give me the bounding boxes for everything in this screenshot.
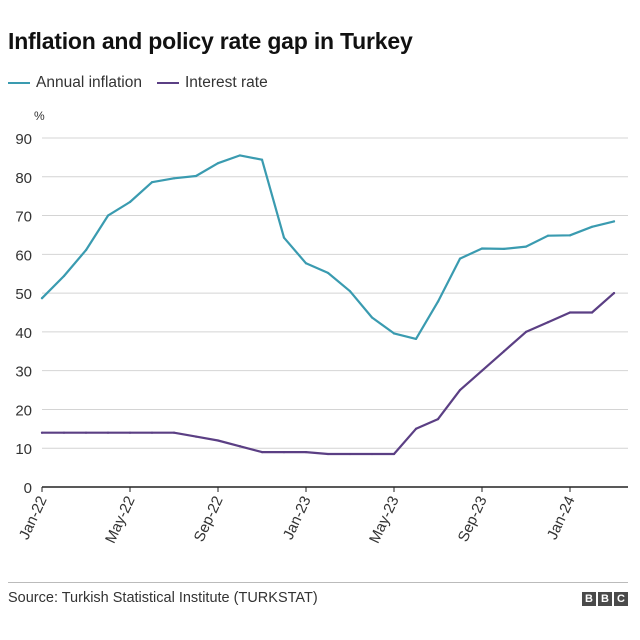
- data-point-interest: [62, 431, 66, 434]
- data-point-inflation: [172, 177, 176, 180]
- legend: Annual inflation Interest rate: [8, 74, 283, 92]
- series-line-interest-rate: [40, 292, 616, 456]
- y-tick-label: 20: [15, 402, 32, 419]
- data-point-interest: [414, 427, 418, 430]
- data-point-interest: [326, 452, 330, 456]
- data-point-inflation: [568, 234, 572, 237]
- y-tick-label: 0: [24, 480, 32, 497]
- bbc-logo-letter: B: [598, 592, 612, 606]
- x-tick-label: May-23: [366, 494, 403, 547]
- data-point-interest: [172, 431, 176, 434]
- y-tick-label: 70: [15, 209, 32, 226]
- data-point-interest: [502, 350, 506, 353]
- x-tick-label: Sep-23: [455, 494, 491, 545]
- y-tick-label: 80: [15, 170, 32, 187]
- series-line-annual-inflation: [40, 154, 616, 340]
- data-point-interest: [150, 431, 154, 434]
- data-point-interest: [304, 451, 308, 454]
- data-point-interest: [128, 431, 132, 434]
- data-point-interest: [524, 330, 528, 333]
- data-point-interest: [612, 292, 616, 295]
- y-tick-label: 90: [15, 131, 32, 148]
- chart-title: Inflation and policy rate gap in Turkey: [8, 28, 413, 54]
- source-note: Source: Turkish Statistical Institute (T…: [8, 590, 318, 606]
- legend-swatch-inflation: [8, 81, 30, 85]
- data-point-interest: [260, 451, 264, 454]
- data-point-inflation: [612, 220, 616, 223]
- legend-swatch-interest: [157, 81, 179, 85]
- y-tick-label: 10: [15, 441, 32, 458]
- line-chart: % 0 10 20 30 40 50 60 70 80 90 Jan-22 May-22 Sep-22 Ja…: [15, 109, 628, 547]
- y-tick-label: 40: [15, 325, 32, 342]
- data-point-interest: [40, 431, 44, 434]
- data-point-inflation: [480, 247, 484, 250]
- data-point-inflation: [106, 214, 110, 217]
- footer-divider: [8, 582, 628, 583]
- data-point-inflation: [62, 274, 66, 278]
- x-tick-label: Sep-22: [191, 494, 227, 545]
- data-point-inflation: [150, 181, 154, 184]
- data-point-interest: [392, 452, 396, 456]
- data-point-interest: [282, 451, 286, 454]
- x-tick-label: Jan-22: [16, 494, 51, 543]
- legend-item-interest: Interest rate: [157, 74, 268, 92]
- data-point-interest: [238, 445, 242, 448]
- data-point-inflation: [326, 271, 330, 275]
- data-point-inflation: [546, 234, 550, 237]
- data-point-inflation: [370, 316, 374, 319]
- data-point-inflation: [590, 225, 594, 228]
- data-point-inflation: [260, 158, 264, 161]
- data-point-interest: [480, 369, 484, 372]
- data-point-inflation: [128, 200, 132, 204]
- legend-label-inflation: Annual inflation: [36, 74, 142, 91]
- data-point-inflation: [436, 300, 440, 303]
- data-point-inflation: [524, 245, 528, 248]
- data-point-inflation: [348, 290, 352, 293]
- data-point-interest: [216, 439, 220, 442]
- legend-item-inflation: Annual inflation: [8, 74, 142, 92]
- data-point-interest: [106, 431, 110, 434]
- data-point-inflation: [502, 247, 506, 251]
- x-tick-label: May-22: [102, 494, 139, 547]
- data-point-interest: [436, 418, 440, 421]
- data-point-interest: [590, 311, 594, 314]
- data-point-inflation: [414, 337, 418, 340]
- bbc-logo-letter: B: [582, 592, 596, 606]
- bbc-logo: B B C: [580, 592, 628, 606]
- y-tick-label: 50: [15, 286, 32, 303]
- data-point-inflation: [84, 248, 88, 252]
- y-axis-unit-label: %: [34, 109, 45, 123]
- data-point-interest: [546, 321, 550, 324]
- data-point-inflation: [304, 262, 308, 265]
- data-point-interest: [348, 452, 352, 456]
- data-point-inflation: [282, 236, 286, 239]
- data-point-inflation: [216, 162, 220, 165]
- data-point-interest: [370, 452, 374, 456]
- x-tick-label: Jan-23: [280, 494, 315, 543]
- data-point-inflation: [458, 257, 462, 260]
- legend-label-interest: Interest rate: [185, 74, 268, 91]
- x-tick-label: Jan-24: [544, 494, 579, 543]
- data-point-interest: [568, 311, 572, 314]
- y-tick-label: 60: [15, 247, 32, 264]
- bbc-logo-letter: C: [614, 592, 628, 606]
- data-point-inflation: [392, 332, 396, 335]
- data-point-interest: [84, 431, 88, 434]
- data-point-inflation: [40, 297, 44, 300]
- data-point-interest: [458, 388, 462, 392]
- data-point-inflation: [194, 174, 198, 178]
- data-point-inflation: [238, 154, 242, 157]
- y-tick-label: 30: [15, 364, 32, 381]
- data-point-interest: [194, 435, 198, 438]
